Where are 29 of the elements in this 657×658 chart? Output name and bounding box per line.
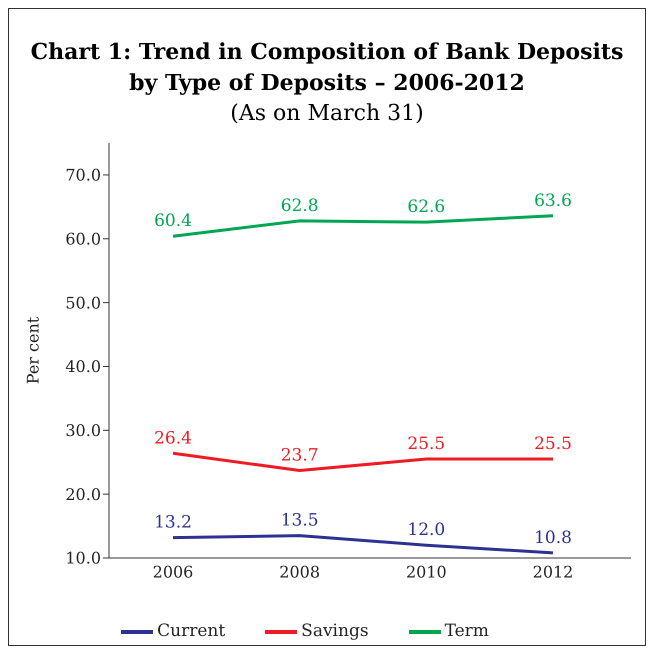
y-tick-label: 20.0 [65,484,101,504]
y-tick-label: 30.0 [65,420,101,440]
y-tick-label: 70.0 [65,166,101,185]
data-label: 23.7 [280,446,319,466]
y-tick-label: 50.0 [65,293,101,312]
x-tick-label: 2010 [406,562,447,582]
legend-label: Term [444,621,489,642]
x-tick-label: 2012 [532,562,574,582]
y-tick-label: 10.0 [65,548,101,568]
data-label: 25.5 [534,434,572,454]
data-label: 10.8 [534,528,572,548]
data-label: 26.4 [154,428,192,448]
data-label: 12.0 [407,520,446,540]
x-tick-label: 2008 [279,562,320,582]
data-label: 13.5 [280,510,319,531]
x-tick-label: 2006 [152,562,194,582]
legend-label: Current [157,621,226,642]
data-label: 62.8 [280,196,319,216]
y-tick-label: 40.0 [65,357,101,376]
data-label: 63.6 [534,190,572,211]
data-label: 62.6 [407,197,446,218]
data-label: 25.5 [407,434,446,454]
data-label: 60.4 [154,211,192,232]
y-axis-title: Per cent [24,316,43,384]
data-label: 13.2 [154,512,192,533]
chart-title: Chart 1: Trend in Composition of Bank Deposits by Type of Deposits – 2006-2012 [30,38,624,98]
legend-label: Savings [301,621,369,642]
y-tick-label: 60.0 [65,229,101,248]
chart-subtitle: (As on March 31) [229,100,425,128]
